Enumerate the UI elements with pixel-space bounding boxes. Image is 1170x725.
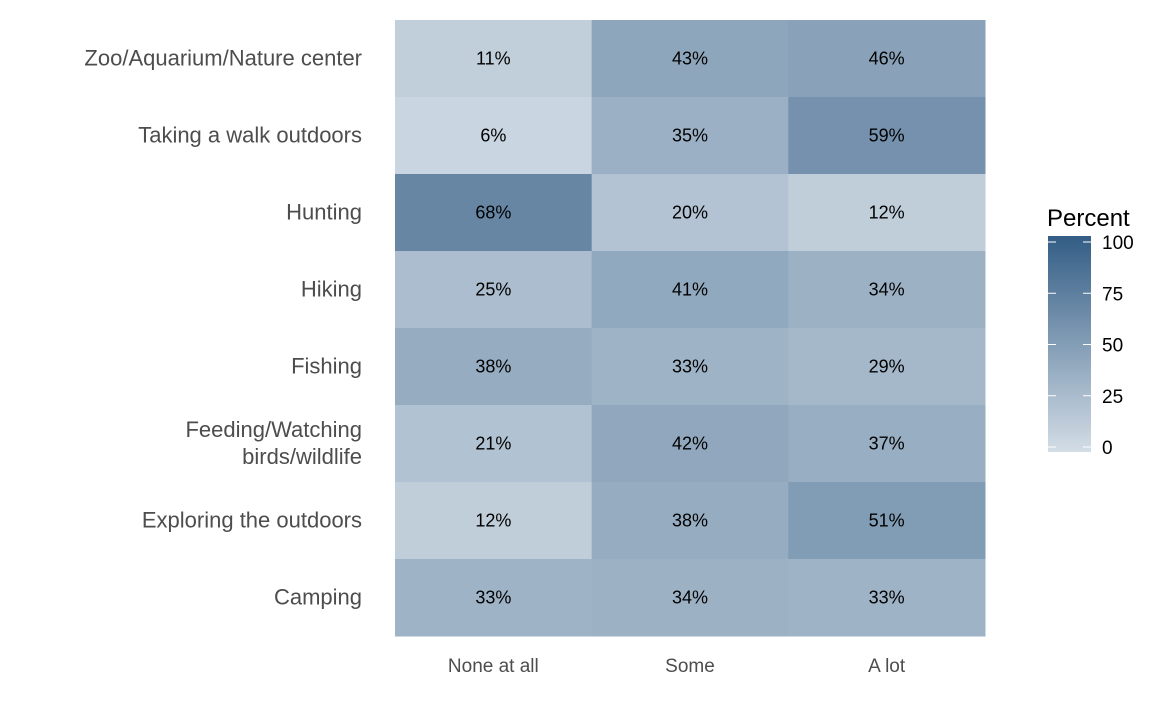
y-tick-label: Taking a walk outdoors (138, 123, 362, 148)
cell-label: 33% (672, 357, 708, 377)
cell-label: 42% (672, 434, 708, 454)
heatmap-cell (591, 174, 789, 252)
cell-label: 38% (672, 511, 708, 531)
heatmap-cell (788, 405, 986, 483)
cell-label: 34% (672, 588, 708, 608)
heatmap-cell (395, 328, 593, 406)
y-tick-label: Fishing (291, 354, 362, 379)
heatmap-cell (788, 559, 986, 637)
legend-tick-label: 100 (1102, 233, 1134, 254)
cell-label: 25% (475, 280, 511, 300)
heatmap-cell (591, 559, 789, 637)
y-tick-label: Camping (274, 585, 362, 610)
heatmap-cell (591, 405, 789, 483)
cell-label: 33% (869, 588, 905, 608)
y-tick-label: Zoo/Aquarium/Nature center (84, 46, 362, 71)
cell-label: 11% (476, 49, 511, 69)
heatmap-cell (591, 97, 789, 175)
cell-label: 68% (475, 203, 511, 223)
heatmap-cell (395, 482, 593, 560)
y-tick-label: Feeding/Watching (185, 417, 362, 442)
cell-label: 46% (869, 49, 905, 69)
cell-label: 6% (480, 126, 506, 146)
heatmap-cell (788, 97, 986, 175)
cell-label: 12% (475, 511, 511, 531)
legend-tick-label: 75 (1102, 284, 1123, 305)
cell-label: 37% (869, 434, 905, 454)
heatmap-cell (395, 97, 593, 175)
cell-label: 59% (869, 126, 905, 146)
x-tick-label: Some (665, 656, 715, 677)
heatmap-cell (591, 20, 789, 98)
heatmap-cell (591, 482, 789, 560)
cell-label: 41% (672, 280, 708, 300)
y-tick-label: Hunting (286, 200, 362, 225)
cell-label: 33% (475, 588, 511, 608)
heatmap-cell (788, 251, 986, 329)
heatmap-cell (788, 174, 986, 252)
cell-label: 20% (672, 203, 708, 223)
y-tick-label: Exploring the outdoors (142, 508, 362, 533)
legend-tick-label: 0 (1102, 438, 1113, 459)
heatmap-cell (788, 328, 986, 406)
legend-tick-label: 50 (1102, 336, 1123, 357)
heatmap-cell (591, 251, 789, 329)
x-tick-label: A lot (868, 656, 906, 677)
heatmap-cell (788, 20, 986, 98)
cell-label: 21% (475, 434, 511, 454)
cell-label: 12% (869, 203, 905, 223)
legend-tick-label: 25 (1102, 387, 1123, 408)
legend-title: Percent (1047, 205, 1130, 232)
cell-label: 34% (869, 280, 905, 300)
cell-label: 29% (869, 357, 905, 377)
heatmap-cell (395, 405, 593, 483)
cell-label: 38% (475, 357, 511, 377)
cell-label: 43% (672, 49, 708, 69)
y-tick-label: birds/wildlife (242, 444, 362, 469)
heatmap-cell (395, 174, 593, 252)
heatmap-cell (395, 251, 593, 329)
y-tick-label: Hiking (301, 277, 362, 302)
x-tick-label: None at all (448, 656, 539, 677)
heatmap-cell (395, 20, 593, 98)
cell-label: 51% (869, 511, 905, 531)
heatmap-cell (788, 482, 986, 560)
heatmap-cell (591, 328, 789, 406)
cell-label: 35% (672, 126, 708, 146)
heatmap-cell (395, 559, 593, 637)
